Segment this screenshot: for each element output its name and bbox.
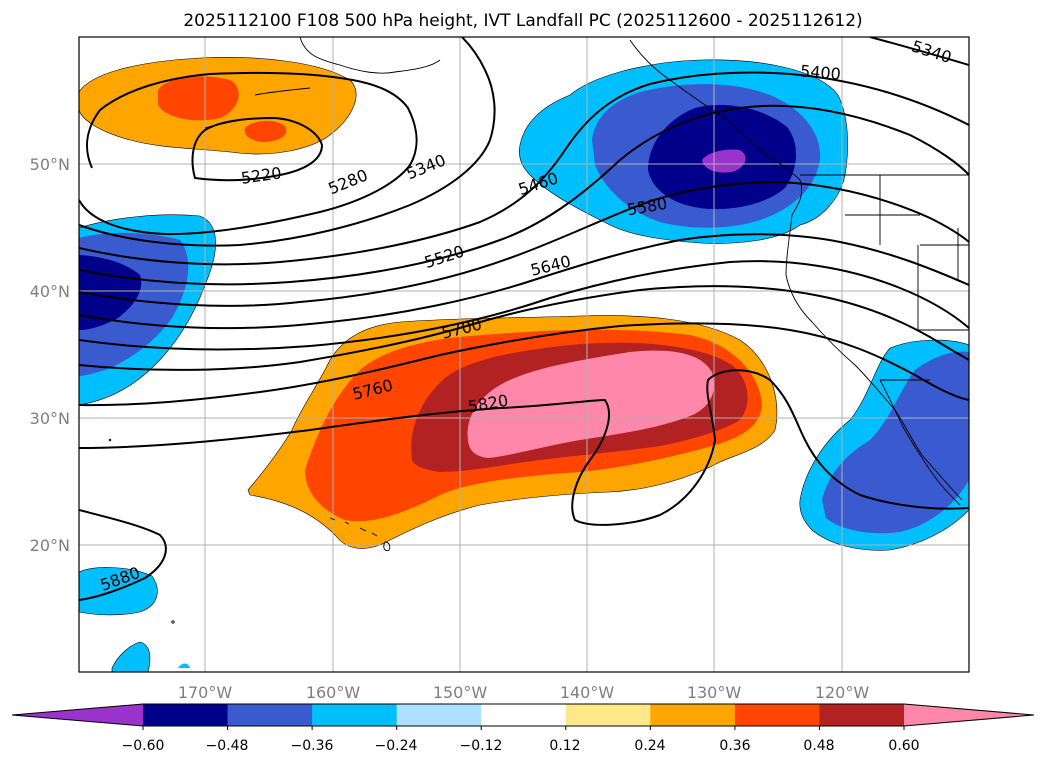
- colorbar-bin: [481, 704, 567, 726]
- coastlines: [108, 37, 969, 624]
- colorbar-bin: [312, 704, 398, 726]
- colorbar-extend-min: [12, 704, 143, 726]
- colorbar-bin: [819, 704, 905, 726]
- colorbar-tick-label: −0.12: [460, 738, 503, 754]
- ivt-negative-patch-s2: [178, 663, 190, 668]
- island-dot-1: [108, 438, 112, 442]
- x-tick-160w: 160°W: [306, 683, 361, 702]
- y-axis-tick-labels: 50°N 40°N 30°N 20°N: [30, 155, 70, 555]
- ivt-negative-patch-s: [111, 641, 151, 672]
- colorbar-bin: [396, 704, 482, 726]
- colorbar-segments: [11, 703, 1035, 730]
- height-contour-5880: [79, 509, 167, 601]
- height-contour-5520: [79, 180, 969, 307]
- colorbar-tick-label: 0.24: [634, 738, 665, 754]
- x-tick-120w: 120°W: [815, 683, 870, 702]
- height-contour-5820: [79, 369, 969, 526]
- colorbar-bin: [227, 704, 313, 726]
- contour-label-5400: 5400: [799, 61, 841, 83]
- colorbar-tick-label: −0.48: [206, 738, 249, 754]
- height-contour-5340: [79, 37, 496, 247]
- y-tick-20n: 20°N: [30, 536, 70, 555]
- colorbar-tick-label: 0.48: [803, 738, 834, 754]
- height-contour-5460: [79, 104, 969, 286]
- x-tick-150w: 150°W: [433, 683, 488, 702]
- colorbar-tick-label: −0.36: [291, 738, 334, 754]
- height-contour-5640: [79, 260, 969, 351]
- ivt-positive-region-alaska-core: [158, 76, 239, 121]
- graticule: [79, 37, 969, 672]
- height-contour-5400: [79, 71, 969, 266]
- ivt-negative-region-southeast-mid: [822, 351, 969, 534]
- map-frame: [78, 36, 970, 673]
- height-contour-5580: [79, 233, 969, 330]
- baja-coast: [879, 379, 961, 506]
- x-axis-tick-labels: 170°W 160°W 150°W 140°W 130°W 120°W: [178, 683, 870, 702]
- ivt-negative-region-northeast-peak: [702, 149, 746, 173]
- colorbar-tick-label: 0.12: [549, 738, 580, 754]
- colorbar-tick-label: −0.24: [375, 738, 418, 754]
- height-contour-5760: [79, 322, 969, 407]
- height-contour-5220: [191, 116, 324, 182]
- height-contours: [79, 37, 969, 601]
- y-tick-30n: 30°N: [30, 409, 70, 428]
- ivt-positive-region-subtropical-peak: [467, 350, 714, 458]
- map-panel: 5220 5280 5340 5340 5400 5460 5520 5580 …: [30, 36, 970, 702]
- colorbar: −0.60 −0.48 −0.36 −0.24 −0.12 0.12 0.24 …: [11, 703, 1035, 754]
- height-contour-5700: [79, 285, 969, 371]
- height-contour-5340-ne: [869, 37, 969, 66]
- colorbar-extend-max: [904, 704, 1034, 726]
- chart-title: 2025112100 F108 500 hPa height, IVT Land…: [183, 11, 862, 31]
- ivt-positive-region-alaska-core2: [244, 120, 287, 142]
- x-tick-140w: 140°W: [560, 683, 615, 702]
- colorbar-tick-labels: −0.60 −0.48 −0.36 −0.24 −0.12 0.12 0.24 …: [122, 738, 920, 754]
- x-tick-170w: 170°W: [178, 683, 233, 702]
- ivt-negative-patch-sw: [79, 567, 158, 616]
- x-tick-130w: 130°W: [687, 683, 742, 702]
- y-tick-40n: 40°N: [30, 282, 70, 301]
- hawaii-islands: [329, 517, 391, 551]
- colorbar-tick-label: 0.36: [719, 738, 750, 754]
- colorbar-tick-label: 0.60: [888, 738, 919, 754]
- colorbar-bin: [565, 704, 651, 726]
- colorbar-bin: [143, 704, 229, 726]
- colorbar-bin: [650, 704, 736, 726]
- us-west-coast: [785, 214, 963, 501]
- colorbar-tick-label: −0.60: [122, 738, 165, 754]
- y-tick-50n: 50°N: [30, 155, 70, 174]
- height-contour-5280: [79, 71, 418, 236]
- island-dot-2: [171, 620, 175, 624]
- colorbar-bin: [734, 704, 820, 726]
